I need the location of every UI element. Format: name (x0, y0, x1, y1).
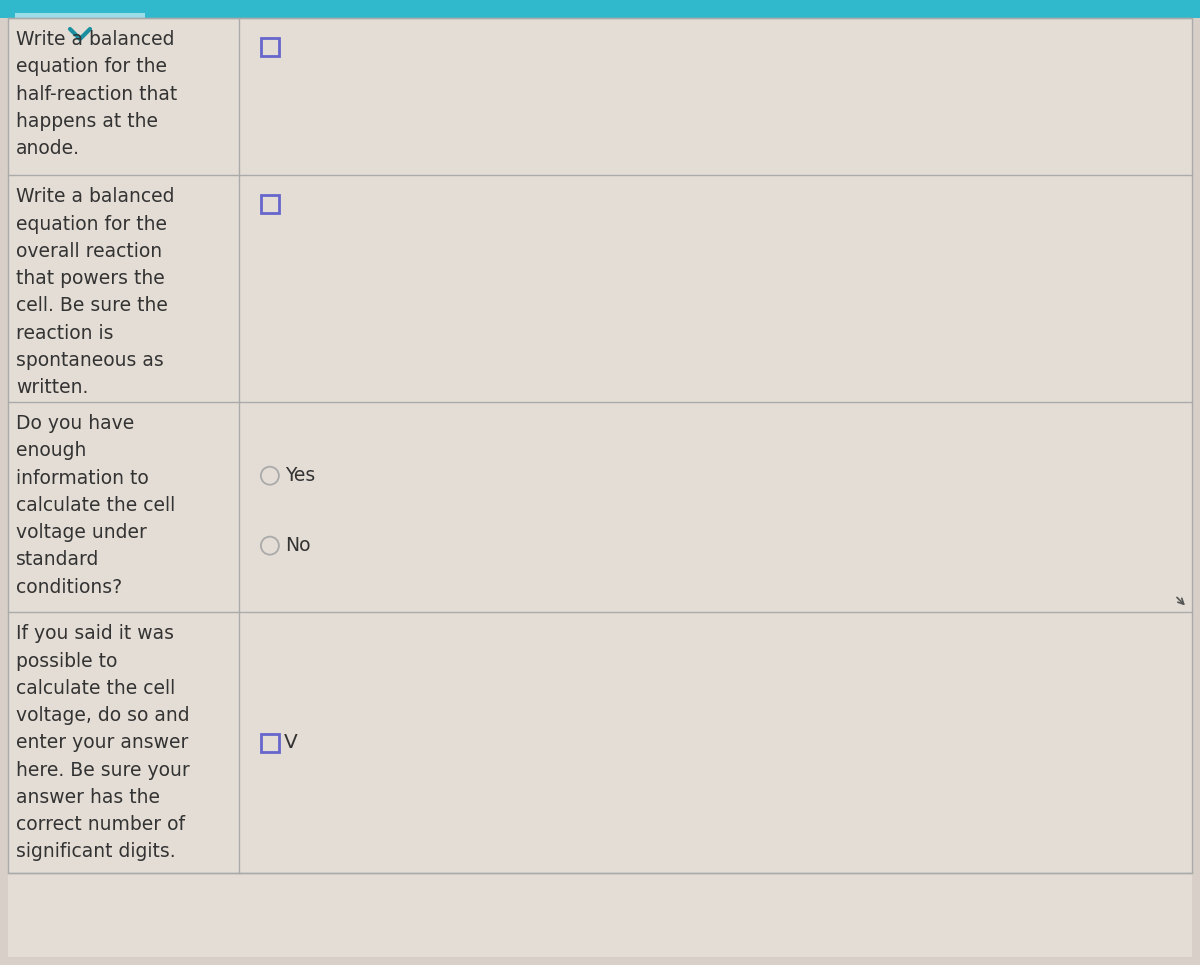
Text: V: V (284, 733, 298, 752)
Bar (14, 13, 145, 51)
Text: Write a balanced
equation for the
overall reaction
that powers the
cell. Be sure: Write a balanced equation for the overal… (16, 187, 174, 397)
Text: If you said it was
possible to
calculate the cell
voltage, do so and
enter your : If you said it was possible to calculate… (16, 624, 190, 862)
Bar (0, 0, 1200, 18)
Text: Do you have
enough
information to
calculate the cell
voltage under
standard
cond: Do you have enough information to calcul… (16, 414, 175, 596)
Bar (260, 733, 278, 752)
Text: No: No (284, 537, 311, 555)
Bar (260, 38, 278, 56)
Bar (8, 18, 1192, 873)
Text: Yes: Yes (284, 466, 316, 485)
Bar (260, 195, 278, 213)
Text: Write a balanced
equation for the
half-reaction that
happens at the
anode.: Write a balanced equation for the half-r… (16, 30, 178, 158)
